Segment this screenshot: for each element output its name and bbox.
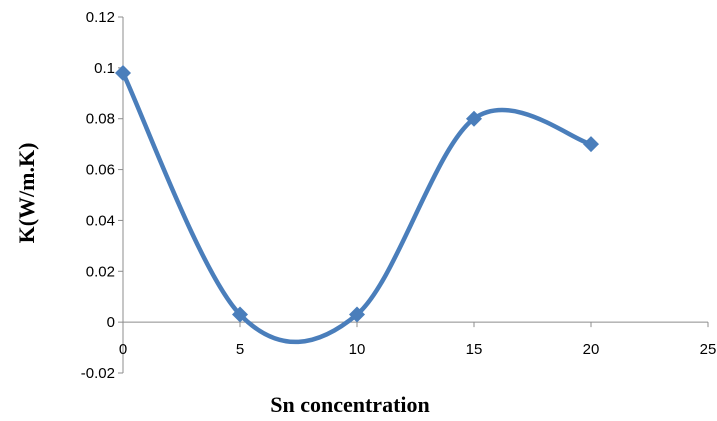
data-point-marker (466, 110, 482, 127)
data-point-marker (115, 64, 131, 81)
x-tick-label: 10 (349, 341, 366, 358)
y-tick-label: 0.12 (86, 9, 115, 26)
data-point-marker (232, 306, 248, 323)
y-tick-label: 0.02 (86, 263, 115, 280)
axes-layer (118, 16, 709, 374)
x-tick-label: 0 (119, 341, 127, 358)
y-axis-title: K(W/m.K) (14, 143, 39, 244)
y-tick-label: -0.02 (81, 365, 115, 382)
x-axis-title: Sn concentration (270, 392, 430, 417)
x-tick-label: 5 (236, 341, 244, 358)
y-tick-label: 0.1 (94, 60, 115, 77)
series-layer (115, 64, 599, 345)
y-tick-label: 0.04 (86, 212, 115, 229)
x-tick-label: 25 (700, 341, 717, 358)
data-point-marker (349, 306, 365, 323)
y-tick-label: 0 (107, 314, 115, 331)
data-point-marker (583, 136, 599, 153)
series-line (120, 70, 594, 345)
y-tick-label: 0.06 (86, 162, 115, 179)
x-tick-label: 20 (583, 341, 600, 358)
x-tick-label: 15 (466, 341, 483, 358)
y-tick-label: 0.08 (86, 111, 115, 128)
